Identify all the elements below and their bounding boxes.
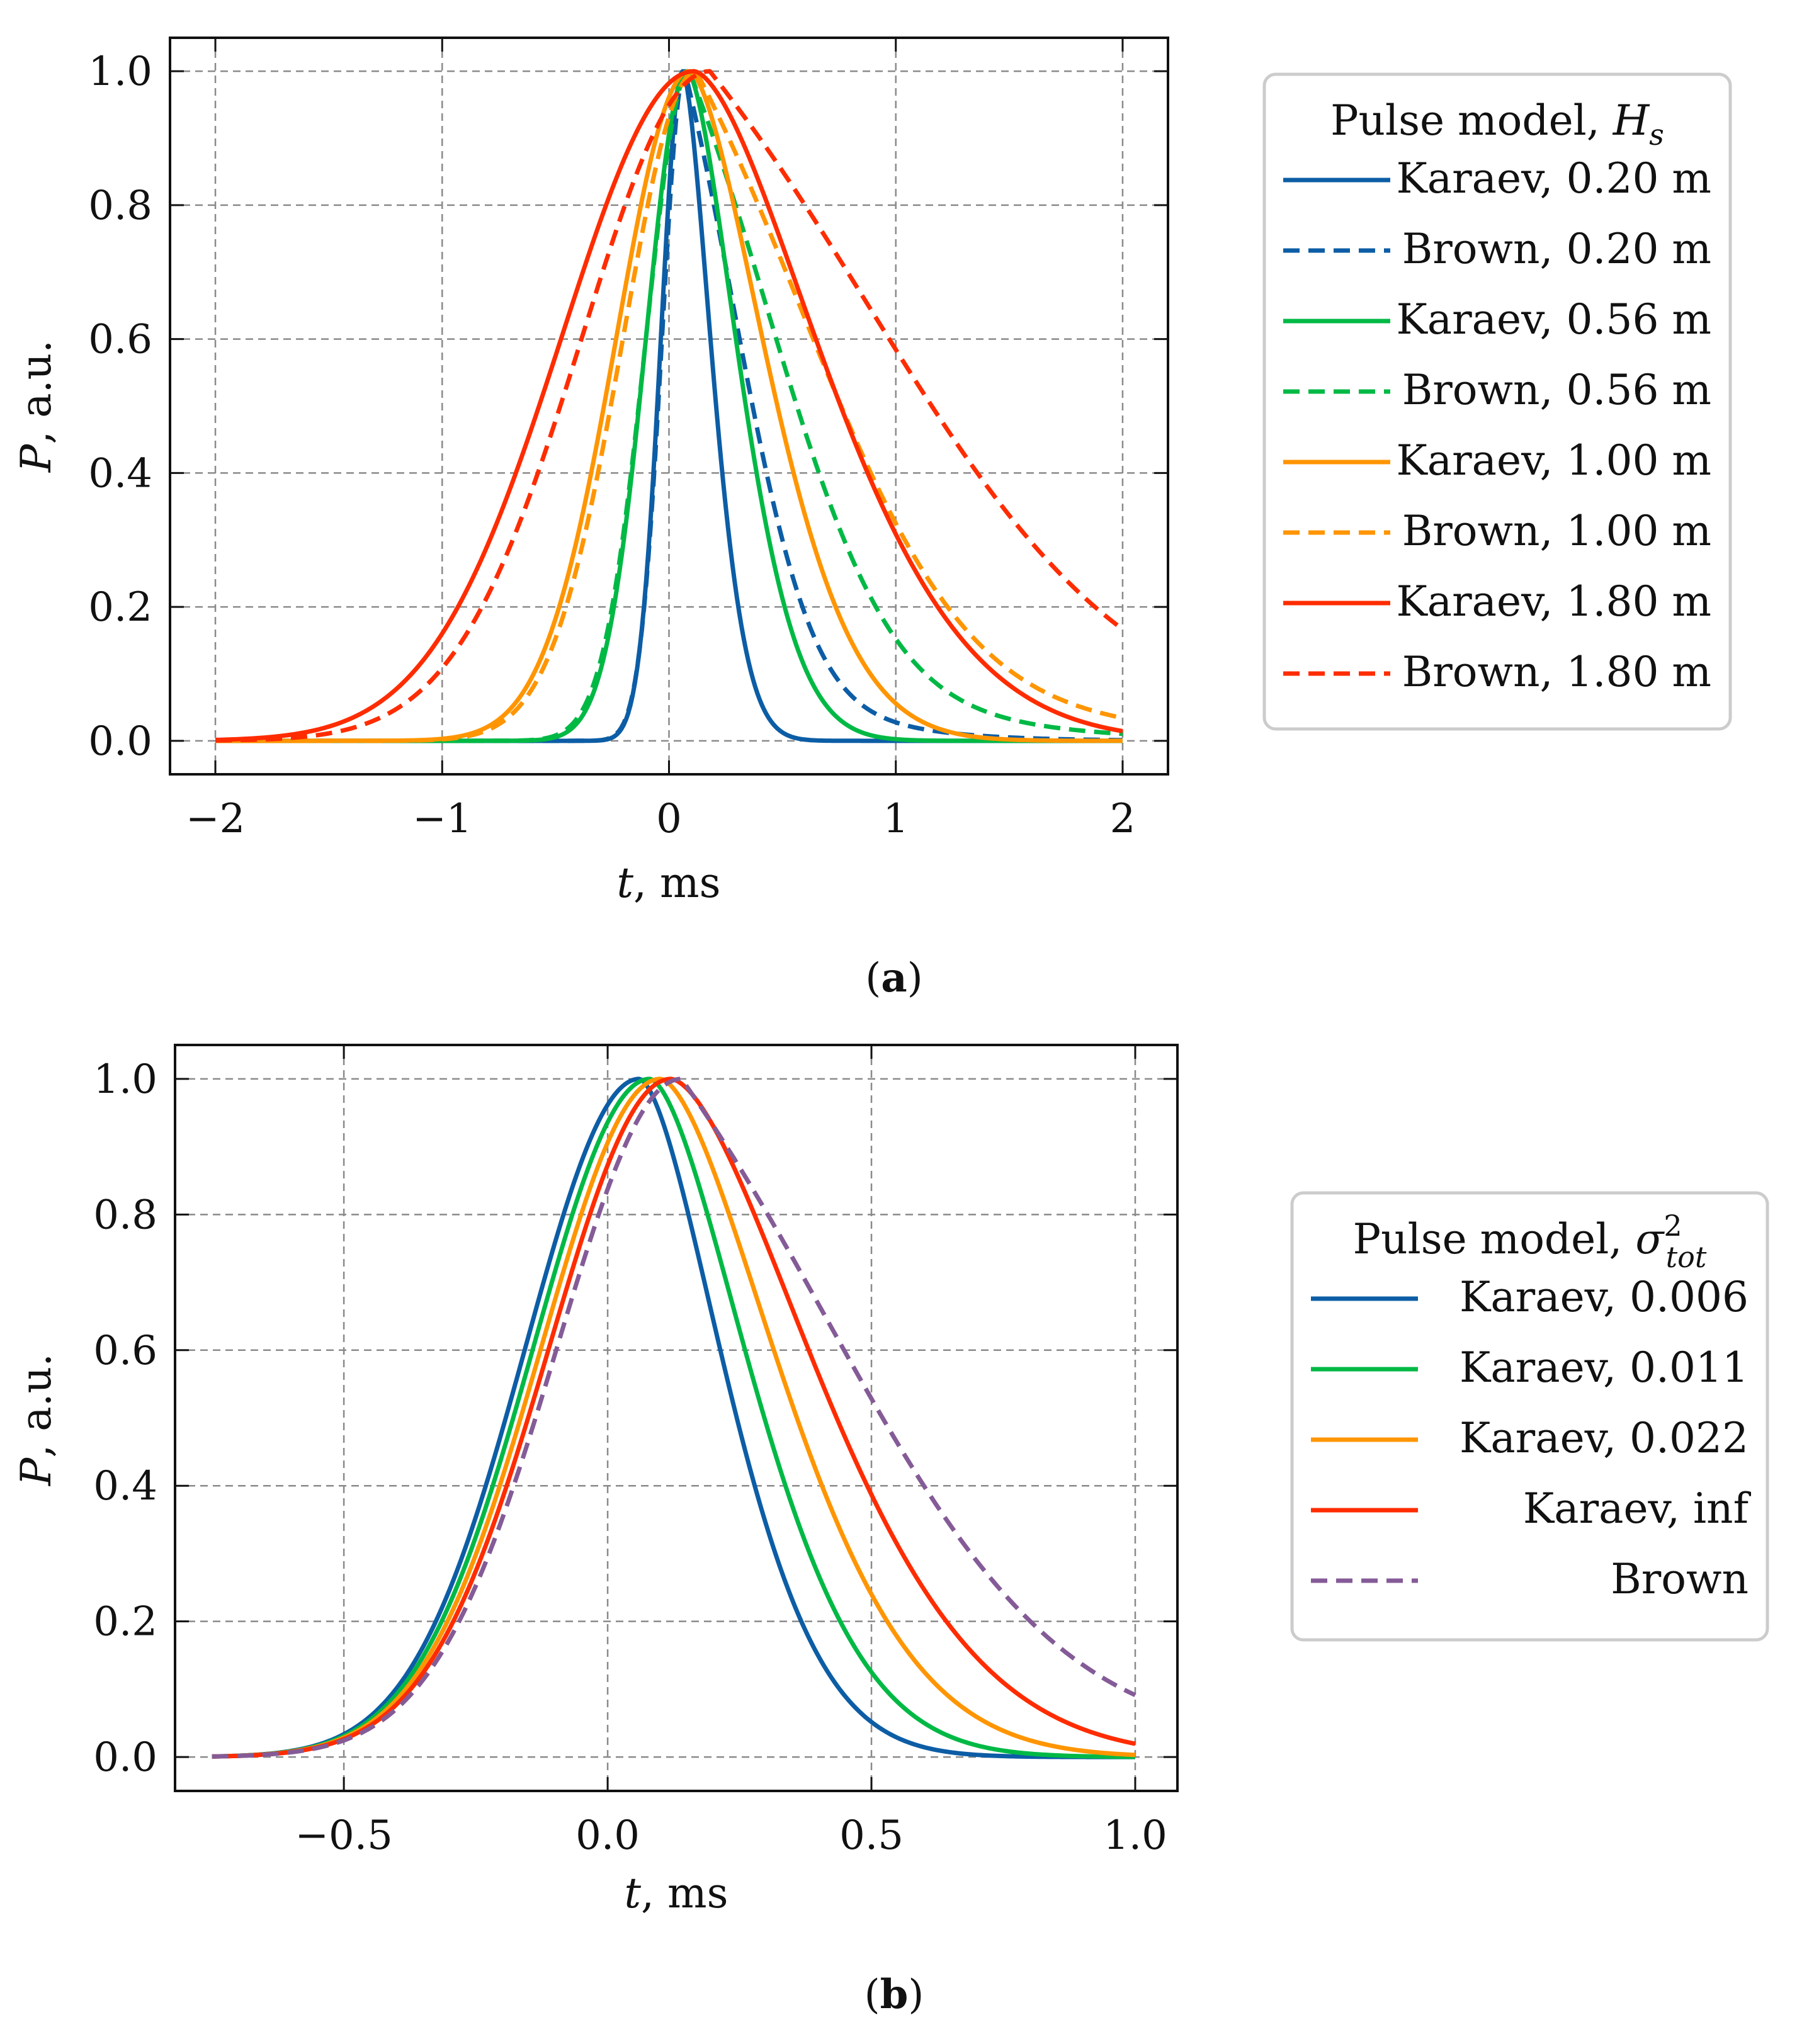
series-line-karaev-inf	[212, 1076, 1136, 1759]
x-tick-label: 1.0	[1103, 1812, 1167, 1859]
x-axis-label: t, ms	[617, 859, 721, 907]
series-line-karaev-0-022	[212, 1076, 1136, 1759]
x-tick-label: −2	[186, 796, 245, 842]
legend-entry-label: Karaev, 1.80 m	[1396, 577, 1711, 626]
legend-entry-label: Brown, 1.80 m	[1402, 648, 1711, 696]
x-tick-label: 1	[883, 796, 909, 842]
y-tick-label: 0.8	[88, 183, 152, 229]
x-axis-label: t, ms	[625, 1869, 728, 1917]
legend-title: Pulse model, Hs	[1330, 96, 1664, 152]
legend-entry-label: Karaev, 0.006	[1460, 1273, 1749, 1321]
y-tick-label: 1.0	[93, 1056, 157, 1103]
y-tick-label: 0.8	[93, 1192, 157, 1238]
y-tick-label: 0.0	[93, 1734, 157, 1781]
y-tick-label: 0.2	[93, 1599, 157, 1646]
y-tick-label: 1.0	[88, 48, 152, 95]
y-tick-label: 0.4	[88, 450, 152, 497]
panel-caption: (a)	[865, 954, 922, 1002]
legend-entry-label: Karaev, 0.022	[1460, 1414, 1749, 1462]
x-tick-label: 0	[656, 796, 682, 842]
series-line-brown	[212, 1076, 1137, 1759]
y-tick-label: 0.2	[88, 584, 152, 631]
y-tick-label: 0.4	[93, 1463, 157, 1510]
x-tick-label: −0.5	[295, 1812, 392, 1859]
y-tick-label: 0.6	[93, 1328, 157, 1374]
legend-entry-label: Brown, 0.20 m	[1402, 225, 1711, 273]
series-line-brown-1-80-m	[215, 69, 1125, 743]
series-line-brown-1-00-m	[215, 69, 1123, 743]
series-line-karaev-1-80-m	[215, 69, 1123, 742]
legend-entry-label: Karaev, 0.011	[1460, 1343, 1749, 1392]
x-tick-label: 0.5	[839, 1812, 904, 1859]
legend-frame	[1290, 1191, 1769, 1642]
legend-frame	[1262, 72, 1732, 731]
plot-frame	[174, 1044, 1179, 1792]
panel-caption: (b)	[864, 1971, 924, 2018]
legend-entry-label: Brown, 1.00 m	[1402, 507, 1711, 555]
x-tick-label: 0.0	[575, 1812, 640, 1859]
series-line-karaev-0-011	[212, 1076, 1135, 1759]
y-tick-label: 0.6	[88, 317, 152, 363]
chart-panel-a: −2 −1 0 1 2 0.0 0.2 0.4 0.6 0.8 1.0 t, ms P, a.u. Pul…	[12, 37, 1732, 1002]
legend-entry-label: Karaev, inf	[1523, 1484, 1752, 1533]
chart-panel-b: −0.5 0.0 0.5 1.0 0.0 0.2 0.4 0.6 0.8 1.0 t, ms P, a…	[12, 1044, 1769, 2018]
legend-entry-label: Karaev, 0.56 m	[1396, 295, 1711, 344]
legend-title: Pulse model, σ2 tot	[1353, 1209, 1707, 1274]
series-line-karaev-0-006	[212, 1076, 1135, 1759]
legend-entry-label: Brown, 0.56 m	[1402, 366, 1711, 414]
legend-entry-label: Brown	[1611, 1555, 1749, 1603]
y-axis-label: P, a.u.	[12, 1353, 60, 1486]
legend-entry-label: Karaev, 0.20 m	[1396, 154, 1711, 203]
legend-entry-label: Karaev, 1.00 m	[1396, 436, 1711, 485]
y-tick-label: 0.0	[88, 718, 152, 765]
y-axis-label: P, a.u.	[12, 340, 60, 473]
x-tick-label: −1	[412, 796, 472, 842]
x-tick-label: 2	[1110, 796, 1136, 842]
